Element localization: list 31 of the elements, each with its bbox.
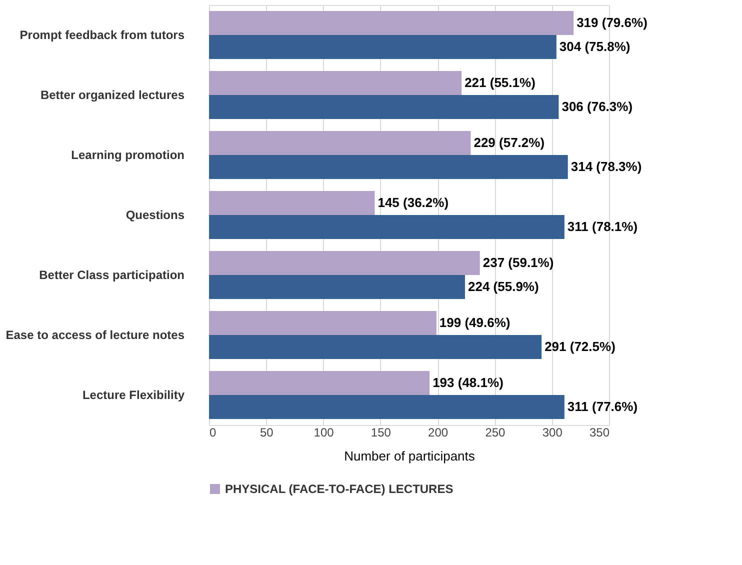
legend-label: PHYSICAL (FACE-TO-FACE) LECTURES: [225, 482, 454, 496]
y-tick-label: Prompt feedback from tutors: [20, 28, 185, 42]
x-tick-label: 50: [260, 426, 274, 440]
x-tick-label: 100: [314, 426, 334, 440]
data-label: 304 (75.8%): [559, 39, 630, 54]
data-label: 311 (78.1%): [567, 219, 638, 234]
y-tick-label: Better organized lectures: [40, 88, 185, 102]
x-tick-label: 300: [542, 426, 563, 440]
data-label: 291 (72.5%): [544, 339, 616, 354]
data-label: 221 (55.1%): [464, 75, 536, 90]
data-label: 193 (48.1%): [432, 375, 504, 390]
y-tick-label: Questions: [126, 208, 185, 222]
y-tick-label: Ease to access of lecture notes: [6, 328, 185, 342]
data-label: 311 (77.6%): [567, 399, 638, 414]
y-tick-label: Learning promotion: [71, 148, 184, 162]
data-label: 319 (79.6%): [576, 15, 648, 30]
x-tick-label: 0: [210, 426, 216, 440]
x-tick-label: 350: [589, 426, 610, 440]
data-label: 145 (36.2%): [378, 195, 449, 210]
data-label: 237 (59.1%): [482, 255, 554, 270]
data-label: 199 (49.6%): [439, 315, 510, 330]
data-label: 314 (78.3%): [570, 159, 642, 174]
data-label: 306 (76.3%): [562, 99, 633, 114]
x-tick-label: 250: [485, 426, 506, 440]
y-tick-label: Lecture Flexibility: [82, 388, 185, 402]
data-label: 224 (55.9%): [468, 279, 539, 294]
x-tick-label: 150: [370, 426, 392, 440]
y-tick-label: Better Class participation: [39, 268, 184, 282]
data-label: 229 (57.2%): [474, 135, 545, 150]
x-axis-title: Number of participants: [344, 448, 476, 464]
x-tick-label: 200: [428, 426, 448, 440]
